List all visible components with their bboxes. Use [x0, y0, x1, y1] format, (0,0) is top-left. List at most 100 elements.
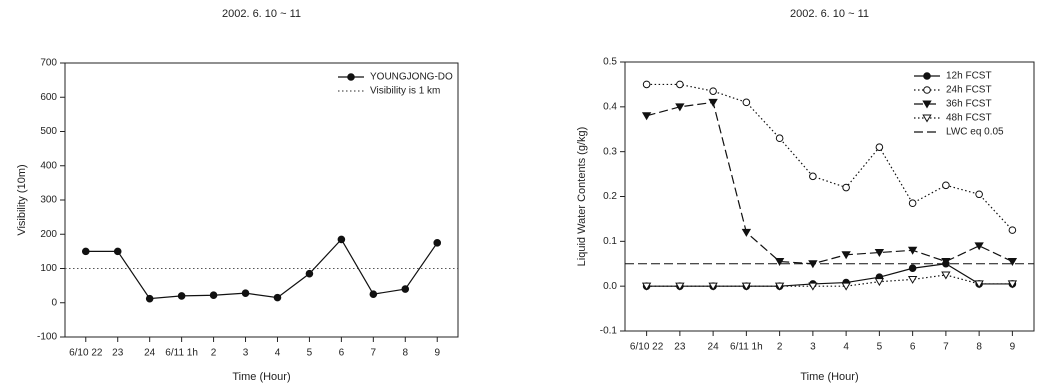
- point: [369, 290, 378, 298]
- point: [642, 80, 651, 89]
- point: [1007, 280, 1018, 289]
- point: [907, 246, 918, 255]
- point: [941, 271, 951, 280]
- legend-label: YOUNGJONG-DO: [370, 72, 453, 83]
- point: [708, 98, 718, 107]
- y-tick-label: 0.4: [603, 101, 617, 112]
- y-tick-label: -100: [37, 332, 57, 343]
- point: [305, 269, 314, 278]
- point: [774, 258, 785, 266]
- y-axis-label: Liquid Water Contents (g/kg): [576, 127, 588, 267]
- point: [81, 247, 90, 256]
- point: [907, 275, 918, 284]
- point: [641, 282, 652, 291]
- point: [401, 285, 410, 293]
- y-tick-label: 700: [40, 58, 57, 69]
- point: [742, 98, 751, 107]
- point: [709, 87, 717, 95]
- x-tick-label: 24: [708, 342, 720, 353]
- point: [641, 112, 652, 121]
- point: [908, 199, 917, 208]
- point: [347, 73, 355, 81]
- y-tick-label: 400: [40, 160, 57, 171]
- x-tick-label: 3: [810, 342, 816, 353]
- point: [433, 239, 442, 247]
- y-tick-label: 0.5: [603, 57, 617, 68]
- series-line: [646, 263, 1013, 287]
- point: [841, 282, 851, 291]
- x-axis-label: Time (Hour): [800, 371, 858, 383]
- x-tick-label: 7: [943, 342, 949, 353]
- y-tick-label: 500: [40, 126, 57, 137]
- legend-label: LWC eq 0.05: [946, 127, 1004, 138]
- point: [974, 280, 984, 289]
- x-tick-label: 23: [674, 342, 686, 353]
- y-tick-label: 0.1: [603, 236, 617, 247]
- x-tick-label: 5: [307, 348, 313, 359]
- point: [1007, 258, 1018, 266]
- y-tick-label: 300: [40, 195, 57, 206]
- point: [337, 235, 346, 244]
- point: [922, 114, 932, 123]
- y-tick-label: 0: [51, 297, 57, 308]
- point: [775, 134, 784, 143]
- legend-label: 36h FCST: [946, 99, 992, 110]
- point: [273, 293, 282, 302]
- point: [741, 228, 752, 237]
- x-tick-label: 6/11 1h: [730, 342, 763, 353]
- legend-label: 24h FCST: [946, 85, 992, 96]
- chart-title: 2002. 6. 10 ~ 11: [790, 8, 869, 20]
- x-tick-label: 4: [843, 342, 849, 353]
- point: [809, 172, 817, 181]
- point: [842, 183, 850, 192]
- x-tick-label: 23: [112, 348, 124, 359]
- point: [676, 80, 684, 89]
- y-tick-label: 0.0: [603, 281, 617, 292]
- series-line: [646, 274, 1013, 287]
- point: [941, 258, 951, 266]
- point: [675, 282, 685, 291]
- x-tick-label: 7: [371, 348, 377, 359]
- point: [708, 282, 718, 291]
- point: [975, 190, 983, 199]
- legend-label: 48h FCST: [946, 113, 992, 124]
- x-tick-label: 5: [877, 342, 883, 353]
- x-tick-label: 2: [777, 342, 783, 353]
- x-tick-label: 6/10 22: [69, 348, 103, 359]
- x-tick-label: 8: [402, 348, 408, 359]
- y-tick-label: -0.1: [600, 326, 618, 337]
- point: [874, 278, 885, 287]
- point: [923, 72, 931, 80]
- point: [841, 251, 851, 260]
- x-tick-label: 24: [144, 348, 156, 359]
- x-tick-label: 3: [243, 348, 249, 359]
- point: [1008, 226, 1017, 234]
- y-tick-label: 600: [40, 92, 57, 103]
- y-tick-label: 0.3: [603, 146, 617, 157]
- x-tick-label: 8: [976, 342, 982, 353]
- point: [113, 247, 122, 256]
- point: [808, 282, 818, 291]
- x-tick-label: 6/10 22: [630, 342, 664, 353]
- point: [875, 143, 884, 151]
- y-axis-label: Visibility (10m): [16, 164, 28, 235]
- x-tick-label: 6: [910, 342, 916, 353]
- series-line: [85, 238, 438, 300]
- point: [741, 282, 752, 291]
- legend-label: Visibility is 1 km: [370, 86, 440, 97]
- point: [922, 100, 932, 109]
- x-axis-label: Time (Hour): [232, 371, 290, 383]
- x-tick-label: 4: [275, 348, 281, 359]
- point: [908, 264, 917, 273]
- point: [874, 249, 885, 258]
- legend-label: 12h FCST: [946, 71, 992, 82]
- point: [675, 103, 685, 112]
- point: [808, 260, 818, 269]
- y-tick-label: 100: [40, 263, 57, 274]
- chart-title: 2002. 6. 10 ~ 11: [222, 8, 301, 20]
- x-tick-label: 9: [1010, 342, 1016, 353]
- point: [145, 294, 154, 303]
- point: [177, 292, 186, 300]
- point: [942, 181, 950, 190]
